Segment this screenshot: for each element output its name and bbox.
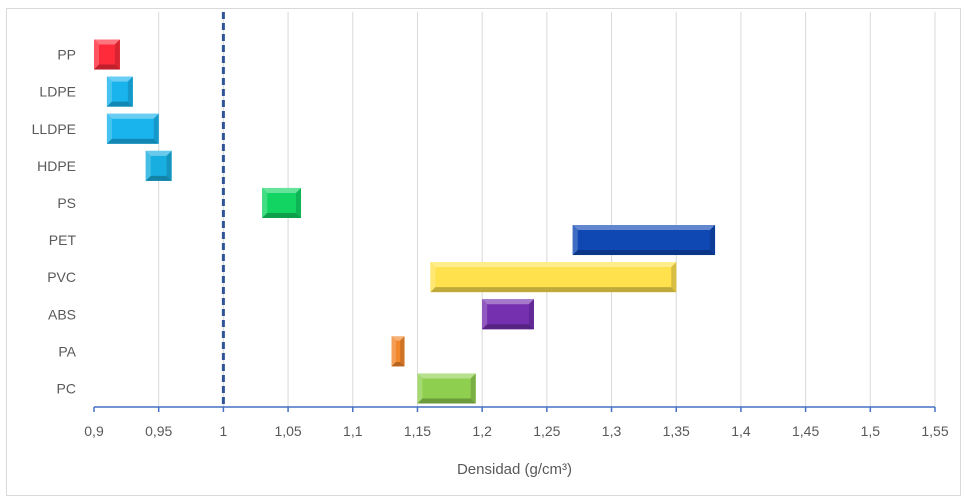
bar-bevel-right — [114, 39, 120, 70]
y-tick-label: PVC — [47, 269, 76, 285]
bar-bevel-top — [106, 76, 133, 82]
x-tick-label: 1,15 — [404, 423, 431, 439]
x-tick-label: 1,35 — [663, 423, 690, 439]
bar-bevel-bottom — [430, 287, 677, 293]
y-axis-labels: PP LDPE LLDPE HDPE PS PET PVC ABS PA PC — [32, 47, 77, 397]
x-tick-label: 1,05 — [274, 423, 301, 439]
bar-bevel-right — [470, 373, 476, 404]
y-tick-label: PC — [57, 380, 76, 396]
x-tick-label: 0,95 — [145, 423, 172, 439]
bar-bevel-left — [262, 187, 268, 218]
bar-bevel-right — [166, 150, 172, 181]
bar-bevel-right — [296, 187, 302, 218]
range-bar-pvc — [430, 262, 677, 293]
bar-bevel-top — [106, 113, 159, 119]
bar-bevel-bottom — [391, 362, 405, 367]
bar-bevel-right — [127, 76, 133, 107]
x-tick-label: 1,3 — [602, 423, 622, 439]
x-tick-label: 1,25 — [533, 423, 560, 439]
x-axis: 0,9 0,95 1 1,05 1,1 1,15 1,2 1,25 1,3 1,35 1,4 1,45… — [84, 406, 949, 439]
bar-bevel-left — [572, 225, 578, 256]
range-bar-abs — [482, 299, 534, 330]
bar-bevel-right — [153, 113, 159, 144]
bar-bevel-top — [94, 39, 120, 45]
x-tick-label: 1,4 — [731, 423, 751, 439]
x-axis-title: Densidad (g/cm³) — [457, 461, 572, 478]
bar-bevel-left — [391, 336, 396, 367]
range-bar-pet — [572, 225, 716, 256]
bar-bevel-bottom — [106, 101, 133, 107]
range-bar-ps — [262, 187, 302, 218]
bar-bevel-left — [145, 150, 151, 181]
x-tick-label: 1,45 — [792, 423, 819, 439]
y-tick-label: PA — [58, 343, 76, 359]
bar-bevel-top — [391, 336, 405, 341]
range-bars — [94, 39, 716, 404]
range-bar-ldpe — [106, 76, 133, 107]
bar-bevel-top — [417, 373, 476, 379]
y-tick-label: PP — [57, 47, 76, 63]
y-tick-label: ABS — [48, 306, 76, 322]
range-bar-hdpe — [145, 150, 172, 181]
bar-bevel-left — [94, 39, 99, 70]
gridlines — [158, 12, 936, 407]
bar-bevel-top — [430, 262, 677, 268]
bar-bevel-right — [710, 225, 716, 256]
y-tick-label: LDPE — [39, 84, 76, 100]
bar-bevel-top — [262, 187, 302, 193]
bar-bevel-right — [400, 336, 405, 367]
y-tick-label: PS — [57, 195, 76, 211]
y-tick-label: PET — [49, 232, 77, 248]
bar-bevel-bottom — [106, 138, 159, 144]
bar-bevel-bottom — [572, 250, 716, 256]
y-tick-label: LLDPE — [32, 121, 76, 137]
bar-bevel-top — [572, 225, 716, 231]
y-tick-label: HDPE — [37, 158, 76, 174]
bar-bevel-bottom — [94, 64, 120, 70]
x-tick-label: 1,1 — [343, 423, 363, 439]
range-bar-lldpe — [106, 113, 159, 144]
x-tick-label: 1,55 — [921, 423, 948, 439]
bar-bevel-bottom — [145, 175, 172, 181]
bar-bevel-right — [671, 262, 677, 293]
range-bar-pc — [417, 373, 476, 404]
bar-bevel-left — [417, 373, 423, 404]
x-tick-label: 1,2 — [472, 423, 492, 439]
bar-bevel-right — [528, 299, 534, 330]
x-tick-label: 1 — [219, 423, 227, 439]
bar-bevel-bottom — [482, 324, 534, 330]
chart-frame — [6, 8, 961, 496]
bar-bevel-top — [482, 299, 534, 305]
bar-bevel-left — [482, 299, 488, 330]
range-bar-pp — [94, 39, 120, 70]
bar-bevel-bottom — [417, 398, 476, 404]
x-tick-label: 1,5 — [861, 423, 881, 439]
range-bar-pa — [391, 336, 405, 367]
x-tick-label: 0,9 — [84, 423, 104, 439]
bar-bevel-bottom — [262, 212, 302, 218]
bar-bevel-left — [430, 262, 436, 293]
bar-bevel-top — [145, 150, 172, 156]
bar-bevel-left — [106, 113, 112, 144]
bar-bevel-left — [106, 76, 112, 107]
